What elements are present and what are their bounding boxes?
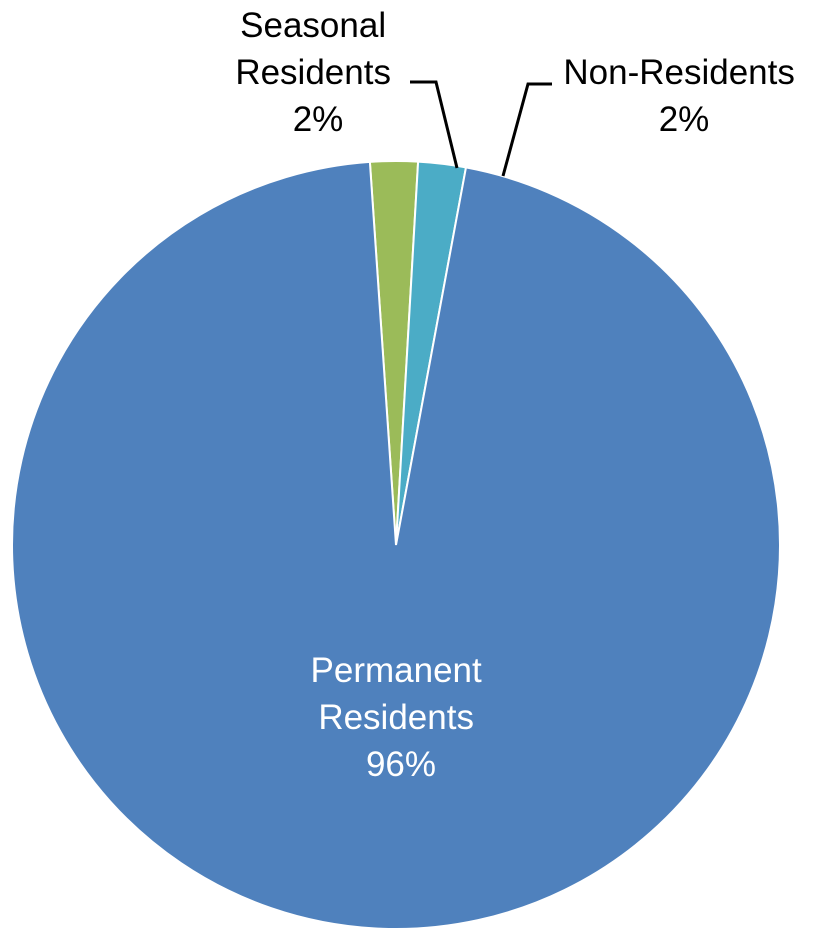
leader-line-non-residents [501,82,552,177]
leader-line-seasonal-residents [410,80,459,169]
slice-label-seasonal-line-2: Residents [235,53,391,92]
pie-slices [11,160,781,930]
slice-label-non-residents: Non-Residents 2% [563,53,804,139]
slice-label-permanent-line-1: Permanent [311,651,482,690]
slice-label-permanent-line-2: Residents [318,698,474,737]
slice-label-seasonal-line-1: Seasonal [240,6,386,45]
slice-label-non-residents-line-1: Non-Residents [563,53,795,92]
slice-label-permanent-residents: Permanent Residents 96% [311,651,492,784]
slice-value-seasonal: 2% [293,100,344,139]
slice-label-seasonal-residents: Seasonal Residents 2% [235,6,400,139]
slice-value-permanent: 96% [366,745,436,784]
slice-value-non-residents: 2% [659,100,710,139]
pie-slice-permanent-residents [11,160,781,930]
